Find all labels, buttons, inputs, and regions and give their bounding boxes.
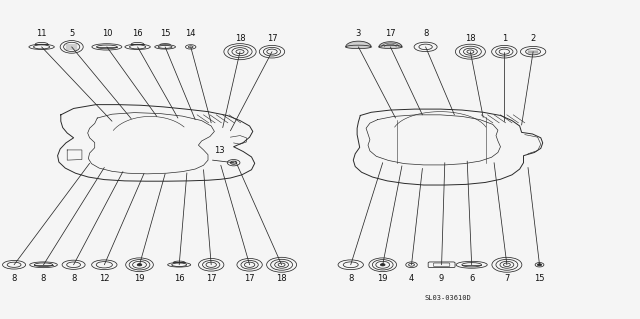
Circle shape xyxy=(230,161,237,164)
Text: 5: 5 xyxy=(69,29,74,38)
Text: 8: 8 xyxy=(41,274,46,283)
Text: 19: 19 xyxy=(378,274,388,283)
Text: 9: 9 xyxy=(439,274,444,283)
Text: 8: 8 xyxy=(12,274,17,283)
Circle shape xyxy=(380,263,385,266)
Text: 18: 18 xyxy=(235,34,245,43)
Text: SL03-03610D: SL03-03610D xyxy=(424,295,472,301)
Text: 17: 17 xyxy=(206,274,216,283)
Text: 8: 8 xyxy=(423,29,428,38)
Circle shape xyxy=(538,264,541,266)
Text: 11: 11 xyxy=(36,29,47,38)
Text: 4: 4 xyxy=(409,274,414,283)
Text: 16: 16 xyxy=(132,29,143,38)
Text: 10: 10 xyxy=(102,29,112,38)
Text: 8: 8 xyxy=(348,274,353,283)
Text: 3: 3 xyxy=(356,29,361,38)
Text: 15: 15 xyxy=(160,29,170,38)
Circle shape xyxy=(137,263,142,266)
Text: 17: 17 xyxy=(244,274,255,283)
Text: 14: 14 xyxy=(186,29,196,38)
Text: 17: 17 xyxy=(385,29,396,38)
Text: 13: 13 xyxy=(214,146,225,155)
Text: 17: 17 xyxy=(267,34,277,43)
Text: 7: 7 xyxy=(504,274,509,283)
Text: 16: 16 xyxy=(174,274,184,283)
Text: 1: 1 xyxy=(502,34,507,43)
Text: 2: 2 xyxy=(531,34,536,43)
Text: 18: 18 xyxy=(465,34,476,43)
Text: 12: 12 xyxy=(99,274,109,283)
Text: 18: 18 xyxy=(276,274,287,283)
Text: 6: 6 xyxy=(469,274,474,283)
Text: 15: 15 xyxy=(534,274,545,283)
Text: 19: 19 xyxy=(134,274,145,283)
Text: 8: 8 xyxy=(71,274,76,283)
